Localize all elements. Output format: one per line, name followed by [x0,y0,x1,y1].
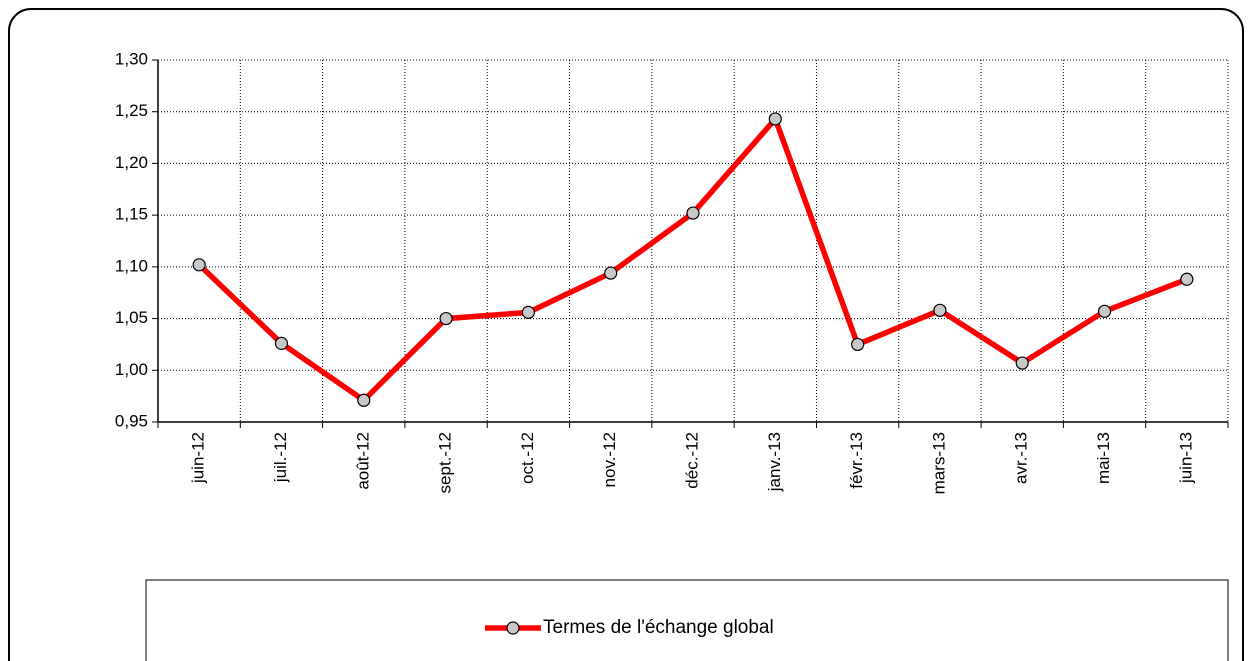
legend-box [145,579,1229,661]
data-point [768,112,782,126]
data-point [686,206,700,220]
x-tick-label: avr.-13 [1012,432,1031,484]
data-point [1097,304,1112,318]
legend-marker [506,621,520,635]
data-point [933,303,947,317]
y-tick-label: 1,00 [115,360,148,379]
data-point [851,337,865,352]
x-tick-label: juil.-12 [271,432,290,483]
y-tick-label: 0,95 [115,411,148,430]
data-point [192,258,206,272]
y-tick-label: 1,25 [115,101,148,120]
x-tick-label: déc.-12 [682,432,701,489]
data-point [274,336,289,350]
y-tick-label: 1,30 [115,49,148,68]
y-tick-label: 1,10 [115,256,148,275]
data-point [1180,272,1194,286]
data-point [521,305,535,319]
x-tick-label: mai-13 [1094,432,1113,484]
x-tick-label: janv.-13 [765,432,784,492]
x-tick-label: févr.-13 [847,432,866,489]
x-tick-label: juin-12 [189,432,208,484]
data-point [357,393,371,407]
y-tick-label: 1,15 [115,205,148,224]
y-tick-label: 1,05 [115,308,148,327]
x-tick-label: août-12 [353,432,372,490]
x-tick-label: sept.-12 [436,432,455,493]
legend-label: Termes de l'échange global [543,617,774,638]
data-point [604,266,618,280]
data-point [439,311,453,326]
x-tick-label: mars-13 [929,432,948,494]
x-tick-label: oct.-12 [518,432,537,484]
data-point [1015,356,1029,370]
chart-frame [8,8,1244,661]
y-tick-label: 1,20 [115,153,148,172]
x-tick-label: juin-13 [1176,432,1195,484]
x-tick-label: nov.-12 [600,432,619,487]
